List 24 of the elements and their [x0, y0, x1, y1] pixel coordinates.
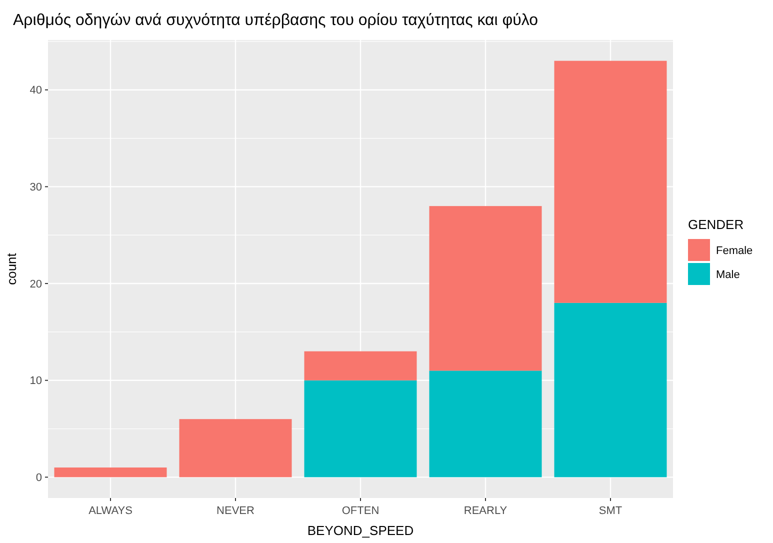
bar [554, 60, 667, 303]
y-axis-title: count [4, 252, 19, 285]
bar [304, 380, 417, 478]
x-tick-label: OFTEN [342, 505, 380, 517]
legend-title: GENDER [688, 217, 744, 232]
bar [304, 351, 417, 380]
bar [429, 370, 542, 478]
x-tick-label: NEVER [216, 505, 254, 517]
bar [554, 302, 667, 478]
bar [179, 419, 292, 478]
y-tick-label: 20 [30, 278, 42, 290]
legend-label: Male [716, 268, 740, 281]
legend-label: Female [716, 244, 753, 257]
x-axis-title: BEYOND_SPEED [307, 523, 414, 538]
y-tick-label: 40 [30, 84, 42, 97]
x-tick-label: REARLY [464, 505, 508, 517]
y-tick-label: 10 [30, 375, 42, 388]
y-tick-label: 30 [30, 182, 42, 194]
bar [54, 468, 167, 478]
x-tick-label: SMT [598, 505, 622, 517]
y-tick-label: 0 [36, 472, 42, 484]
bar [429, 206, 542, 371]
chart-title: Αριθμός οδηγών ανά συχνότητα υπέρβασης του ορίου ταχύτητας και φύλο [13, 12, 538, 29]
x-tick-label: ALWAYS [88, 505, 132, 517]
